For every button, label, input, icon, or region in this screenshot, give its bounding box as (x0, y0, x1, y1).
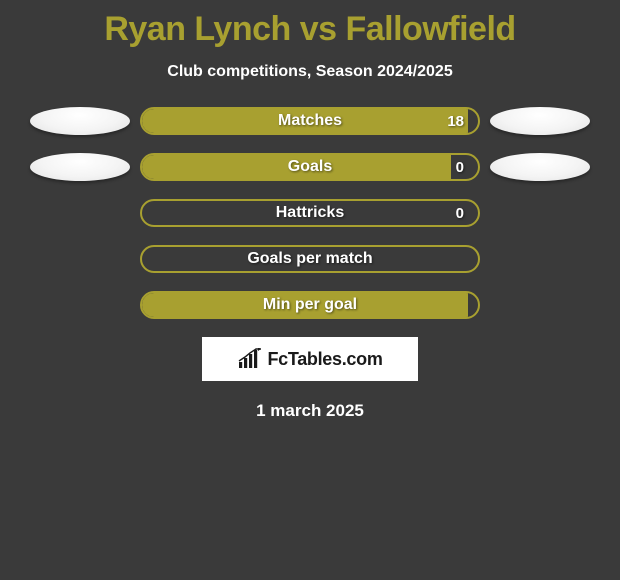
stat-row: Goals0 (0, 153, 620, 181)
player-avatar-left (30, 107, 130, 135)
player-avatar-right (490, 153, 590, 181)
player-avatar-right (490, 107, 590, 135)
stat-label: Goals per match (142, 250, 478, 268)
stat-value: 18 (447, 113, 464, 130)
logo-text: FcTables.com (267, 349, 382, 370)
stat-label: Goals (142, 158, 478, 176)
stat-label: Matches (142, 112, 478, 130)
stat-value: 0 (456, 205, 464, 222)
stat-value: 0 (456, 159, 464, 176)
logo-box: FcTables.com (202, 337, 418, 381)
stat-row: Goals per match (0, 245, 620, 273)
bar-chart-icon (237, 348, 263, 370)
date-label: 1 march 2025 (0, 401, 620, 421)
stat-bar: Goals per match (140, 245, 480, 273)
stat-bar: Min per goal (140, 291, 480, 319)
page-title: Ryan Lynch vs Fallowfield (0, 0, 620, 49)
avatar-slot-left (20, 153, 140, 181)
stat-row: Min per goal (0, 291, 620, 319)
avatar-slot-right (480, 107, 600, 135)
avatar-slot-left (20, 107, 140, 135)
player-avatar-left (30, 153, 130, 181)
stat-bar: Matches18 (140, 107, 480, 135)
stat-label: Min per goal (142, 296, 478, 314)
avatar-slot-right (480, 153, 600, 181)
stat-bar: Goals0 (140, 153, 480, 181)
page-subtitle: Club competitions, Season 2024/2025 (0, 63, 620, 81)
stat-label: Hattricks (142, 204, 478, 222)
stat-row: Hattricks0 (0, 199, 620, 227)
stat-row: Matches18 (0, 107, 620, 135)
stat-rows: Matches18Goals0Hattricks0Goals per match… (0, 107, 620, 319)
stat-bar: Hattricks0 (140, 199, 480, 227)
